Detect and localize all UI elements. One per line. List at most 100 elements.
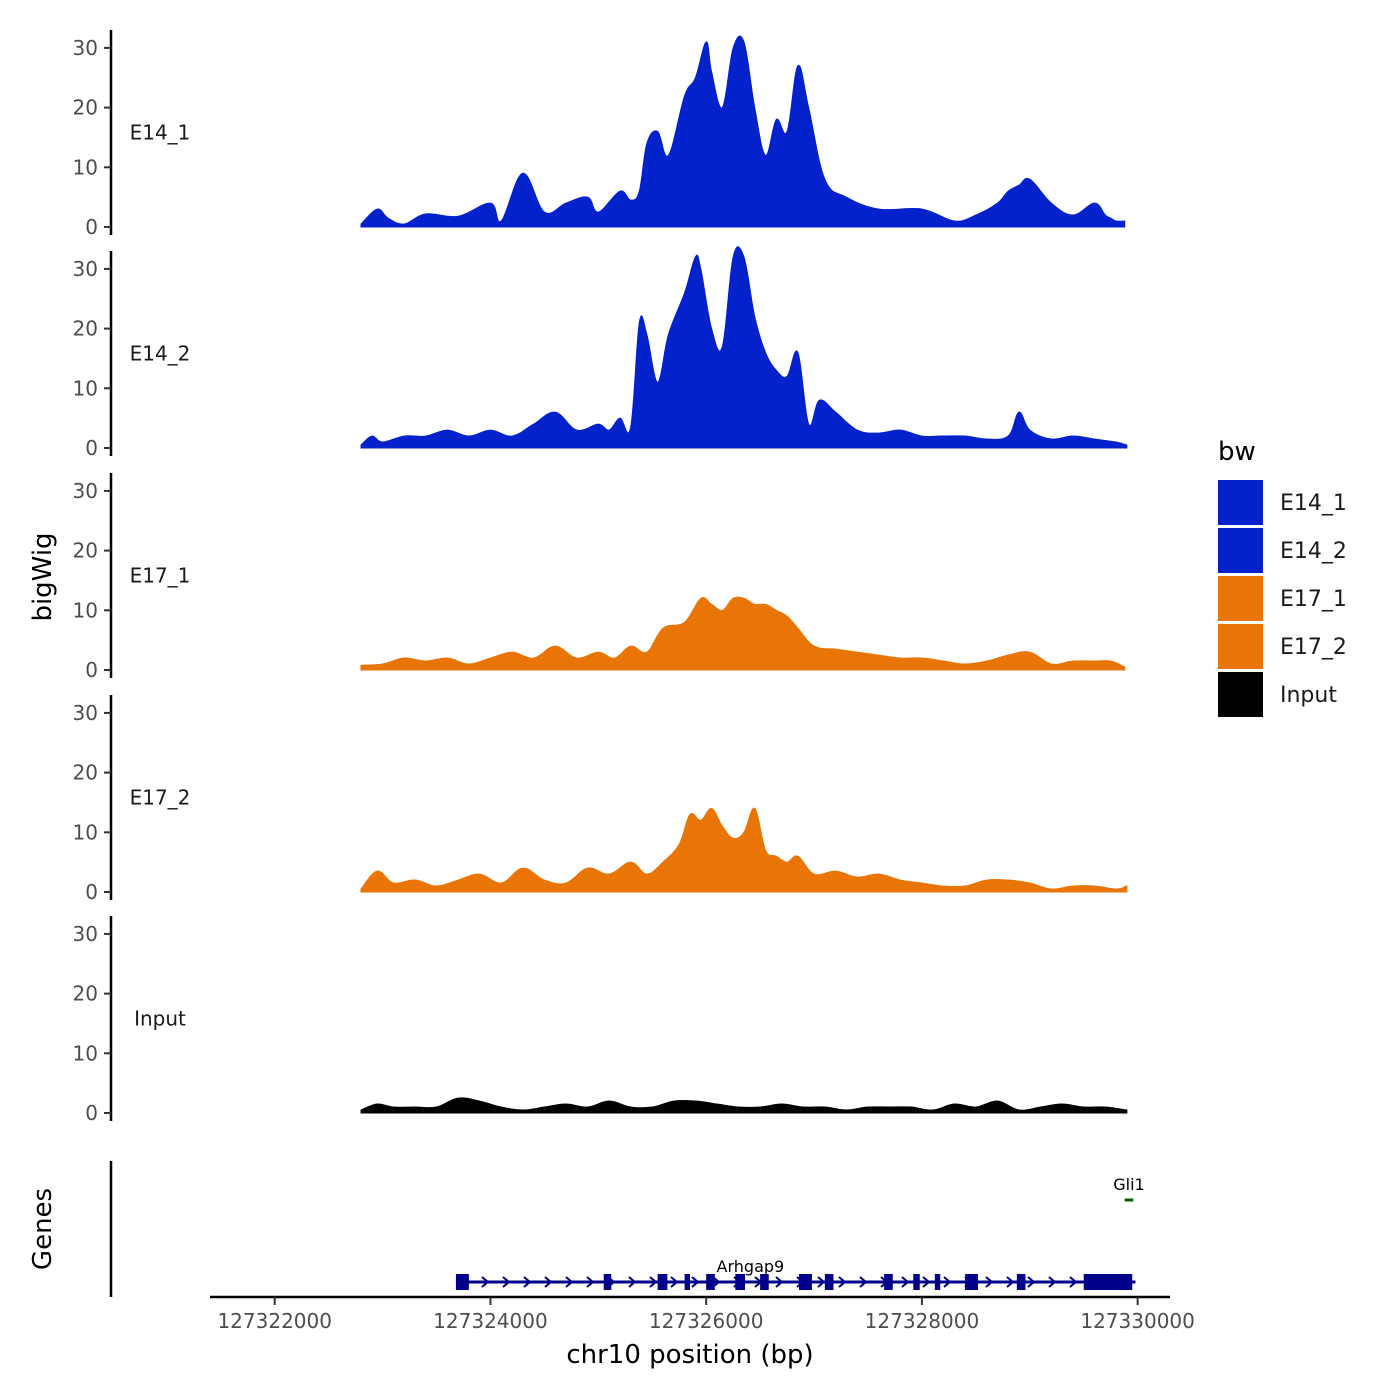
strand-arrow-Arhgap9 — [544, 1276, 553, 1288]
legend-label-E17_1: E17_1 — [1280, 587, 1347, 612]
x-axis: 127322000 127324000 127326000 127328000 1273… — [210, 1295, 1195, 1370]
strand-arrow-Arhgap9 — [985, 1276, 994, 1288]
y-tick-label-E17_2-10: 10 — [73, 820, 98, 844]
exon-Arhgap9-7 — [760, 1274, 769, 1290]
exon-Arhgap9-11 — [913, 1274, 920, 1290]
y-tick-label-E17_2-30: 30 — [73, 701, 98, 725]
exon-Arhgap9-6 — [735, 1274, 746, 1290]
y-tick-label-E17_1-20: 20 — [73, 539, 98, 563]
x-tick-label-127322000: 127322000 — [217, 1309, 332, 1333]
track-E14_2: 0 10 20 30 E14_2 — [73, 246, 1128, 460]
y-tick-label-E14_2-10: 10 — [73, 376, 98, 400]
strand-arrow-Arhgap9 — [523, 1276, 532, 1288]
strand-arrow-Arhgap9 — [1027, 1276, 1036, 1288]
strand-arrow-Arhgap9 — [691, 1276, 700, 1288]
exon-Arhgap9-14 — [1016, 1274, 1026, 1290]
coverage-area-E14_1 — [360, 35, 1126, 228]
bigwig-tracks: 0 10 20 30 E14_1 0 10 20 30 E14_2 0 10 20 30 E17_1 0 10 2… — [73, 30, 1128, 1125]
legend-title: bw — [1218, 437, 1256, 467]
legend-key-E14_2 — [1218, 528, 1263, 573]
track-label-Input: Input — [134, 1007, 186, 1031]
strand-arrow-Arhgap9 — [628, 1276, 637, 1288]
track-label-E14_2: E14_2 — [130, 342, 191, 366]
strand-arrow-Arhgap9 — [1006, 1276, 1015, 1288]
y-tick-label-E17_1-10: 10 — [73, 598, 98, 622]
legend-key-E14_1 — [1218, 480, 1263, 525]
coverage-area-E17_1 — [360, 596, 1126, 671]
legend: bw E14_1 E14_2 E17_1 E17_2 Input — [1218, 437, 1347, 717]
strand-arrow-Arhgap9 — [649, 1276, 658, 1288]
legend-label-Input: Input — [1280, 683, 1337, 708]
strand-arrow-Arhgap9 — [481, 1276, 490, 1288]
strand-arrow-Arhgap9 — [586, 1276, 595, 1288]
y-tick-label-E14_2-0: 0 — [85, 436, 98, 460]
genes-axis-title: Genes — [28, 1188, 58, 1270]
gene-Gli1: Gli1 — [1113, 1175, 1145, 1202]
y-tick-label-E14_1-20: 20 — [73, 96, 98, 120]
y-tick-label-E17_1-30: 30 — [73, 479, 98, 503]
y-tick-label-Input-10: 10 — [73, 1041, 98, 1065]
gene-label-Arhgap9: Arhgap9 — [717, 1257, 785, 1276]
strand-arrow-Arhgap9 — [670, 1276, 679, 1288]
track-label-E17_1: E17_1 — [130, 564, 191, 588]
strand-arrow-Arhgap9 — [859, 1276, 868, 1288]
legend-label-E14_1: E14_1 — [1280, 491, 1347, 516]
x-tick-label-127324000: 127324000 — [433, 1309, 548, 1333]
y-tick-label-E14_1-10: 10 — [73, 155, 98, 179]
y-tick-label-E14_2-20: 20 — [73, 317, 98, 341]
strand-arrow-Arhgap9 — [943, 1276, 952, 1288]
strand-arrow-Arhgap9 — [922, 1276, 931, 1288]
coverage-area-E17_2 — [360, 807, 1128, 893]
x-axis-ticks: 127322000 127324000 127326000 127328000 1273… — [217, 1297, 1195, 1333]
exon-Arhgap9-5 — [706, 1274, 715, 1290]
x-tick-label-127326000: 127326000 — [649, 1309, 764, 1333]
strand-arrow-Arhgap9 — [1069, 1276, 1078, 1288]
gene-Arhgap9: Arhgap9 — [455, 1257, 1136, 1290]
legend-key-E17_1 — [1218, 576, 1263, 621]
track-E17_2: 0 10 20 30 E17_2 — [73, 695, 1128, 904]
exon-Arhgap9-15 — [1083, 1274, 1133, 1290]
exon-Arhgap9-1 — [455, 1274, 469, 1290]
strand-arrow-Arhgap9 — [838, 1276, 847, 1288]
legend-entries: E14_1 E14_2 E17_1 E17_2 Input — [1218, 480, 1347, 717]
exon-Arhgap9-13 — [965, 1274, 978, 1290]
y-axis-title: bigWig — [28, 532, 58, 621]
gene-shapes: Arhgap9 Gli1 — [455, 1175, 1145, 1290]
track-E17_1: 0 10 20 30 E17_1 — [73, 473, 1126, 682]
gene-label-Gli1: Gli1 — [1113, 1175, 1144, 1194]
y-tick-label-E14_1-0: 0 — [85, 215, 98, 239]
track-label-E14_1: E14_1 — [130, 121, 191, 145]
y-tick-label-E14_1-30: 30 — [73, 36, 98, 60]
coverage-area-E14_2 — [360, 246, 1128, 449]
strand-arrow-Arhgap9 — [565, 1276, 574, 1288]
x-tick-label-127330000: 127330000 — [1080, 1309, 1195, 1333]
exon-Arhgap9-3 — [657, 1274, 668, 1290]
y-tick-label-Input-0: 0 — [85, 1101, 98, 1125]
exon-Arhgap9-10 — [884, 1274, 893, 1290]
exon-Arhgap9-4 — [684, 1274, 690, 1290]
x-tick-label-127328000: 127328000 — [865, 1309, 980, 1333]
exon-Arhgap9-12 — [934, 1274, 941, 1290]
track-E14_1: 0 10 20 30 E14_1 — [73, 30, 1126, 239]
legend-label-E14_2: E14_2 — [1280, 539, 1347, 564]
exon-Arhgap9-9 — [824, 1274, 834, 1290]
y-tick-label-Input-20: 20 — [73, 982, 98, 1006]
strand-arrow-Arhgap9 — [1048, 1276, 1057, 1288]
y-tick-label-E17_2-20: 20 — [73, 761, 98, 785]
coverage-area-Input — [360, 1097, 1128, 1114]
strand-arrow-Arhgap9 — [775, 1276, 784, 1288]
track-Input: 0 10 20 30 Input — [73, 916, 1128, 1125]
legend-key-Input — [1218, 672, 1263, 717]
x-axis-title: chr10 position (bp) — [566, 1340, 813, 1370]
legend-label-E17_2: E17_2 — [1280, 635, 1347, 660]
track-label-E17_2: E17_2 — [130, 786, 191, 810]
legend-key-E17_2 — [1218, 624, 1263, 669]
strand-arrow-Arhgap9 — [901, 1276, 910, 1288]
y-tick-label-Input-30: 30 — [73, 922, 98, 946]
y-tick-label-E17_2-0: 0 — [85, 880, 98, 904]
strand-arrow-Arhgap9 — [712, 1276, 721, 1288]
exon-Arhgap9-2 — [603, 1274, 612, 1290]
exon-Arhgap9-8 — [798, 1274, 812, 1290]
y-tick-label-E17_1-0: 0 — [85, 658, 98, 682]
